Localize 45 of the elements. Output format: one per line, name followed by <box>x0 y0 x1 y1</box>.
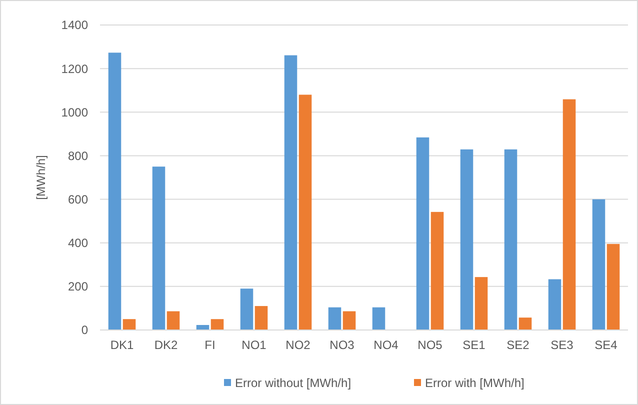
bar <box>122 319 136 330</box>
x-tick-label: SE2 <box>506 338 530 352</box>
bar <box>416 137 430 330</box>
y-tick-label: 400 <box>68 236 88 250</box>
bar <box>108 52 122 330</box>
x-tick-label: NO2 <box>286 338 311 352</box>
bar <box>504 149 518 330</box>
x-tick-label: DK1 <box>110 338 134 352</box>
x-tick-label: SE4 <box>594 338 618 352</box>
bar <box>342 311 356 330</box>
bar <box>166 311 180 330</box>
bar <box>606 244 620 330</box>
bar <box>562 99 576 330</box>
bar <box>328 307 342 330</box>
bar <box>430 212 444 330</box>
y-tick-label: 800 <box>68 148 88 163</box>
bar <box>474 277 488 330</box>
bar <box>372 307 386 330</box>
y-tick-label: 1000 <box>61 105 88 120</box>
x-tick-label: NO3 <box>330 338 355 352</box>
x-tick-label: SE3 <box>550 338 574 352</box>
bar <box>298 94 312 330</box>
y-tick-label: 1200 <box>61 62 88 76</box>
bar <box>548 279 562 330</box>
y-tick-label: 1400 <box>61 18 88 32</box>
x-tick-label: DK2 <box>154 338 178 352</box>
legend-label: Error without [MWh/h] <box>235 376 352 390</box>
x-tick-label: NO1 <box>242 338 267 352</box>
legend-label: Error with [MWh/h] <box>425 376 524 390</box>
bar <box>210 319 224 330</box>
y-tick-label: 600 <box>68 192 88 206</box>
bar <box>152 166 166 330</box>
bar <box>254 306 268 330</box>
bar <box>460 149 474 330</box>
x-tick-label: NO4 <box>374 338 399 352</box>
y-tick-label: 200 <box>68 280 88 294</box>
x-tick-label: NO5 <box>418 338 443 352</box>
bar <box>240 288 254 330</box>
x-tick-label: FI <box>204 338 216 352</box>
y-axis-title: [MWh/h] <box>34 155 48 200</box>
bar <box>592 199 606 330</box>
y-tick-label: 0 <box>81 323 88 338</box>
bar <box>518 318 532 330</box>
bar <box>284 55 298 330</box>
x-tick-label: SE1 <box>462 338 486 352</box>
